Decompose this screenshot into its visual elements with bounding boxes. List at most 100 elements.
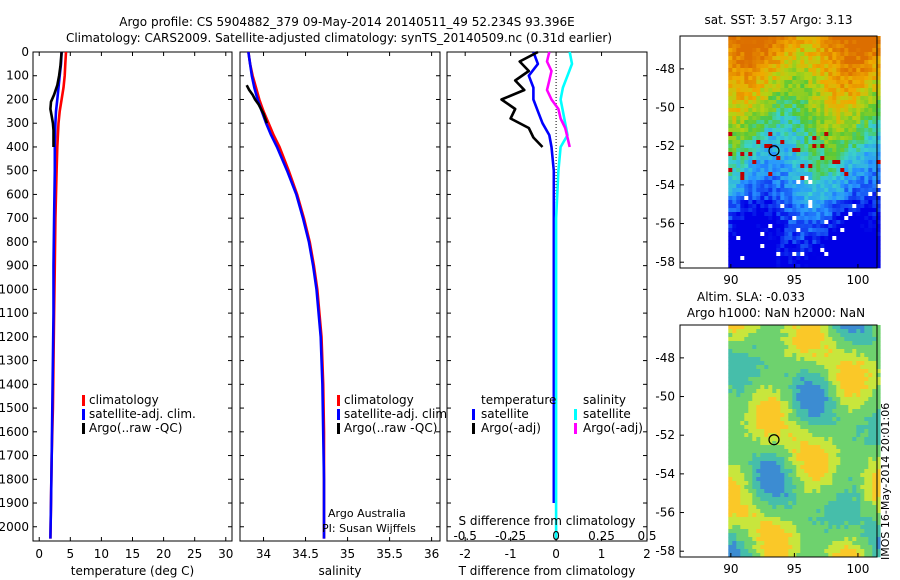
sla_map-heatmap-cell	[728, 437, 733, 442]
sla_map-heatmap-cell	[868, 437, 873, 442]
sst_map-heatmap-cell	[868, 88, 873, 93]
sla_map-heatmap-cell	[748, 393, 753, 398]
sla_map-heatmap-cell	[752, 533, 757, 538]
sla_map-heatmap-cell	[764, 477, 769, 482]
sla_map-heatmap-cell	[792, 397, 797, 402]
sla_map-heatmap-cell	[828, 405, 833, 410]
sst_map-heatmap-cell	[844, 176, 849, 181]
sla_map-heatmap-cell	[752, 437, 757, 442]
sst_map-heatmap-cell	[848, 76, 853, 81]
sla_map-heatmap-cell	[820, 537, 825, 542]
sst_map-heatmap-cell	[828, 132, 833, 137]
sla_map-heatmap-cell	[764, 469, 769, 474]
sst_map-heatmap-cell	[836, 152, 841, 157]
sla_map-heatmap-cell	[824, 429, 829, 434]
sla_map-heatmap-cell	[768, 493, 773, 498]
sst_map-heatmap-cell	[756, 240, 761, 245]
sla_map-heatmap-cell	[768, 453, 773, 458]
sla_map-heatmap-cell	[852, 329, 857, 334]
sla_map-heatmap-cell	[752, 401, 757, 406]
sla_map-heatmap-cell	[864, 501, 869, 506]
sla_map-heatmap-cell	[804, 333, 809, 338]
sla_map-heatmap-cell	[776, 537, 781, 542]
sla_map-heatmap-cell	[792, 517, 797, 522]
sla_map-heatmap-cell	[784, 365, 789, 370]
sst_map-heatmap-cell	[736, 144, 741, 149]
sla_map-heatmap-cell	[744, 377, 749, 382]
sla_map-heatmap-cell	[808, 509, 813, 514]
sla_map-heatmap-cell	[804, 341, 809, 346]
sst_map-heatmap-cell	[840, 220, 845, 225]
sst_map-heatmap-cell	[868, 64, 873, 69]
sla_map-heatmap-cell	[860, 425, 865, 430]
sla_map-heatmap-cell	[748, 397, 753, 402]
sst_map-heatmap-cell	[792, 196, 797, 201]
sla_map-heatmap-cell	[848, 373, 853, 378]
sla_map-heatmap-cell	[816, 333, 821, 338]
sla_map-heatmap-cell	[740, 525, 745, 530]
sst_map-heatmap-cell	[800, 240, 805, 245]
sst_map-heatmap-cell	[776, 60, 781, 65]
sst_map-heatmap-cell	[872, 200, 877, 205]
sla_map-heatmap-cell	[796, 501, 801, 506]
sst_map-heatmap-cell	[736, 96, 741, 101]
sla_map-heatmap-cell	[820, 465, 825, 470]
sst_map-heatmap-cell	[764, 36, 769, 41]
sla_map-heatmap-cell	[776, 413, 781, 418]
sst_map-heatmap-cell	[748, 152, 753, 157]
sla_map-heatmap-cell	[876, 393, 881, 398]
sst_map-heatmap-cell	[784, 228, 789, 233]
differences-top-tick-label: -0.5	[453, 529, 476, 543]
sst_map-heatmap-cell	[732, 196, 737, 201]
sst_map-heatmap-cell	[728, 88, 733, 93]
sst_map-heatmap-cell	[728, 120, 733, 125]
sla_map-heatmap-cell	[728, 457, 733, 462]
sla_map-heatmap-cell	[828, 433, 833, 438]
sla_map-heatmap-cell	[864, 525, 869, 530]
sst_map-heatmap-cell	[808, 144, 813, 149]
sst_map-heatmap-cell	[864, 176, 869, 181]
sst_map-heatmap-cell	[860, 56, 865, 61]
sst_map-heatmap-cell	[828, 108, 833, 113]
sst_map-heatmap-cell	[776, 224, 781, 229]
sst_map-heatmap-cell	[752, 188, 757, 193]
sla_map-heatmap-cell	[872, 337, 877, 342]
sst_map-heatmap-cell	[784, 140, 789, 145]
sst_map-heatmap-cell	[868, 200, 873, 205]
sla_map-heatmap-cell	[812, 485, 817, 490]
sst_map-heatmap-cell	[748, 228, 753, 233]
sst_map-heatmap-cell	[876, 76, 881, 81]
sla_map-heatmap-cell	[788, 517, 793, 522]
sst_map-heatmap-cell	[792, 212, 797, 217]
sst_map-heatmap-cell	[728, 44, 733, 49]
sst_map-heatmap-cell	[760, 88, 765, 93]
sla_map-heatmap-cell	[748, 365, 753, 370]
sst_map-heatmap-cell	[788, 228, 793, 233]
sla_map-heatmap-cell	[864, 529, 869, 534]
sst_map-heatmap-cell	[824, 100, 829, 105]
sst_map-heatmap-cell	[840, 116, 845, 121]
sla_map-heatmap-cell	[848, 445, 853, 450]
sla_map-heatmap-cell	[836, 505, 841, 510]
sst_map-heatmap-cell	[828, 224, 833, 229]
sla_map-heatmap-cell	[832, 469, 837, 474]
sla_map-heatmap-cell	[764, 393, 769, 398]
sst_map-heatmap-cell	[836, 144, 841, 149]
sst_map-heatmap-cell	[820, 228, 825, 233]
sla_map-heatmap-cell	[740, 553, 745, 558]
sst_map-heatmap-cell	[848, 148, 853, 153]
sst_map-heatmap-cell	[824, 208, 829, 213]
sst_map-ytick-label: -50	[655, 101, 675, 115]
sst_map-heatmap-cell	[848, 124, 853, 129]
sst_map-heatmap-cell	[732, 92, 737, 97]
sla_map-heatmap-cell	[828, 469, 833, 474]
sst_map-heatmap-cell	[856, 236, 861, 241]
sst_map-heatmap-cell	[732, 44, 737, 49]
sla_map-heatmap-cell	[764, 325, 769, 330]
sst_map-heatmap-cell	[840, 140, 845, 145]
sla_map-heatmap-cell	[820, 345, 825, 350]
sst_map-heatmap-cell	[864, 64, 869, 69]
sla_map-heatmap-cell	[856, 389, 861, 394]
sst_map-heatmap-cell	[744, 96, 749, 101]
sst_map-heatmap-cell	[756, 108, 761, 113]
